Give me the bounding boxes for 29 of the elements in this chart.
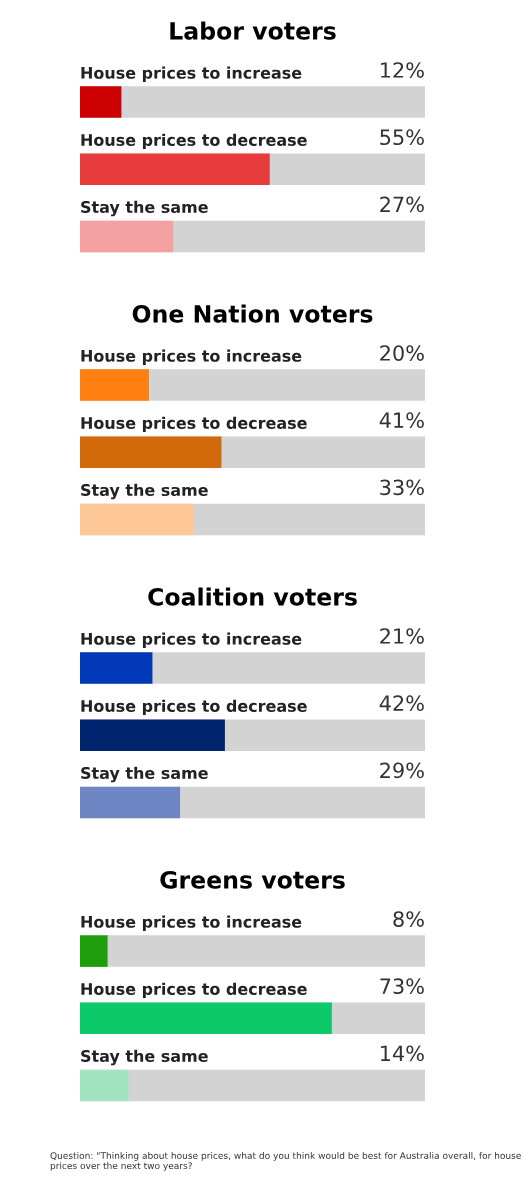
category-label: House prices to increase xyxy=(81,66,302,82)
data-label: 14% xyxy=(380,1045,424,1062)
category-label: House prices to decrease xyxy=(81,133,307,150)
text: Question: "Thinking about house prices, what do you think would be best for Australia overall, for house prices over the next two years? xyxy=(50,1152,521,1171)
data-label: 12% xyxy=(380,62,424,78)
data-label: 29% xyxy=(380,762,424,779)
data-label: 41% xyxy=(379,412,424,429)
data-label: 20% xyxy=(380,345,424,361)
chart-title: Greens voters xyxy=(160,870,345,889)
category-label: House prices to decrease xyxy=(81,699,307,716)
category-label: House prices to decrease xyxy=(81,982,307,999)
data-label: 33% xyxy=(380,479,424,496)
category-label: Stay the same xyxy=(81,766,208,783)
data-label: 55% xyxy=(380,129,424,146)
category-label: House prices to increase xyxy=(81,349,302,365)
data-label: 42% xyxy=(379,695,424,712)
category-label: Stay the same xyxy=(81,200,208,217)
chart-title: Coalition voters xyxy=(148,587,357,606)
category-label: Stay the same xyxy=(81,483,208,500)
category-label: House prices to increase xyxy=(81,632,302,648)
chart-title: One Nation voters xyxy=(132,304,373,323)
chart-title: Labor voters xyxy=(170,21,336,40)
category-label: House prices to decrease xyxy=(81,416,307,433)
category-label: Stay the same xyxy=(81,1049,208,1066)
data-label: 8% xyxy=(393,911,424,927)
data-label: 21% xyxy=(380,628,424,644)
data-label: 27% xyxy=(380,196,424,213)
data-label: 73% xyxy=(380,978,424,995)
category-label: House prices to increase xyxy=(81,915,302,931)
